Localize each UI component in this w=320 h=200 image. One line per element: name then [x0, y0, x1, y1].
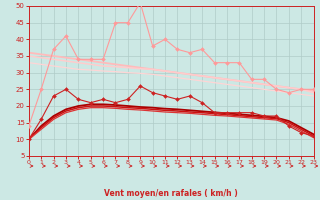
Text: Vent moyen/en rafales ( km/h ): Vent moyen/en rafales ( km/h )	[104, 189, 238, 198]
